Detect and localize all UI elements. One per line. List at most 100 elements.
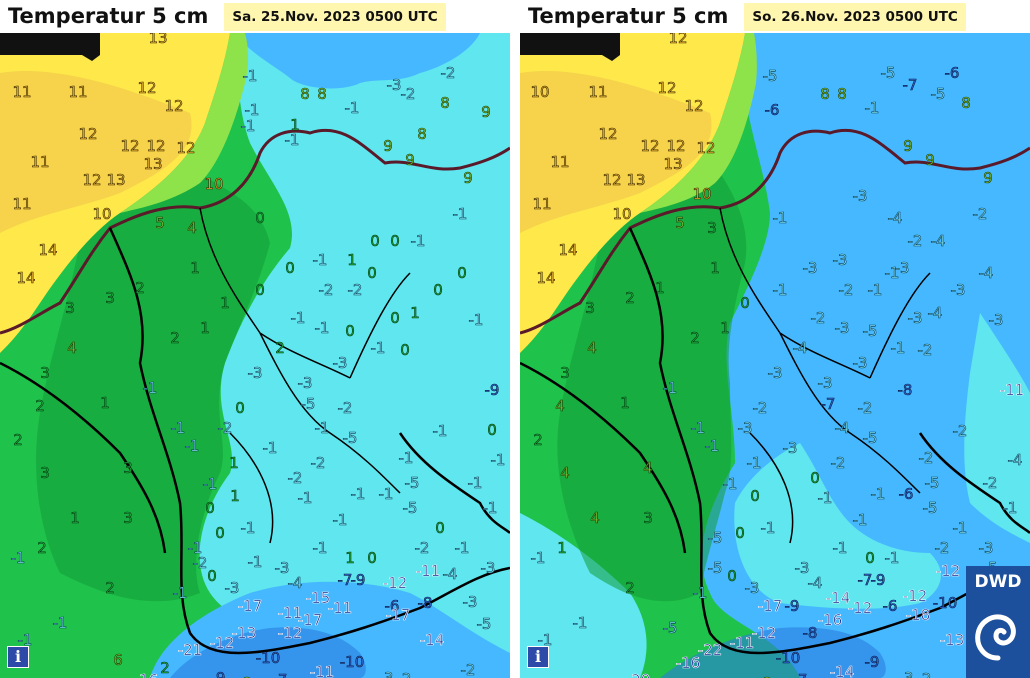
temperature-map[interactable]: 12 10 11 12 12 12 12 12 11 13 12 12 13 11 10 10 14 14 5 3 3 2…: [520, 33, 1030, 678]
temperature-value: 11: [30, 153, 49, 171]
temperature-value: -17: [298, 611, 323, 629]
temperature-value: -17: [758, 597, 783, 615]
temperature-value: -5: [708, 559, 723, 577]
temperature-value: -2: [831, 454, 846, 472]
cold-zone-cyan-east: [964, 313, 1030, 543]
info-icon[interactable]: i: [7, 646, 29, 668]
temperature-value: 13: [626, 171, 645, 189]
temperature-value: -2: [461, 661, 476, 678]
temperature-value: -1: [773, 281, 788, 299]
temperature-value: 3: [123, 509, 133, 527]
temperature-value: -1: [171, 419, 186, 437]
temperature-value: -1: [185, 437, 200, 455]
temperature-value: 11: [68, 83, 87, 101]
temperature-value: 13: [663, 155, 682, 173]
temperature-value: -10: [256, 649, 281, 667]
temperature-value: -1: [693, 584, 708, 602]
temperature-value: -2: [401, 85, 416, 103]
temperature-value: -1: [531, 549, 546, 567]
temperature-value: -2: [811, 309, 826, 327]
temperature-value: -1: [953, 519, 968, 537]
temperature-value: -5: [403, 499, 418, 517]
warm-zone-core: [520, 71, 712, 233]
temperature-value: 12: [82, 171, 101, 189]
temperature-value: 11: [12, 195, 31, 213]
temperature-value: 0: [727, 567, 737, 585]
temperature-value: 12: [657, 79, 676, 97]
temperature-value: -1: [245, 101, 260, 119]
temperature-value: -3: [298, 374, 313, 392]
dwd-logo[interactable]: DWD: [966, 566, 1030, 678]
temperature-value: -10: [933, 594, 958, 612]
temperature-value: -3: [908, 309, 923, 327]
temperature-value: 1: [345, 549, 355, 567]
temperature-value: -1: [433, 422, 448, 440]
temperature-value: 0: [400, 341, 410, 359]
temperature-value: -1: [248, 553, 263, 571]
temperature-value: -2: [935, 539, 950, 557]
temperature-value: 0: [487, 421, 497, 439]
temperature-value: -1: [538, 631, 553, 649]
temperature-value: -1: [818, 489, 833, 507]
temperature-value: -3: [979, 539, 994, 557]
temperature-value: -2: [918, 341, 933, 359]
temperature-value: -14: [830, 663, 855, 678]
temperature-value: 2: [37, 539, 47, 557]
temperature-value: 13: [106, 171, 125, 189]
temperature-value: 9: [983, 169, 993, 187]
temperature-value: -3: [899, 669, 914, 678]
temperature-value: 3: [560, 364, 570, 382]
temperature-value: 0: [235, 399, 245, 417]
temperature-map[interactable]: 13 11 11 12 12 12 12 12 11 13 12 12 13 11 10 10 14 14 5 4 3 3…: [0, 33, 510, 678]
cold-zone-cyan: [199, 33, 510, 678]
temperature-value: -3: [795, 559, 810, 577]
cold-zone-cyan: [734, 443, 941, 609]
temperature-value: 8: [837, 85, 847, 103]
temperature-value: -3: [853, 187, 868, 205]
temperature-value: -3: [853, 354, 868, 372]
temperature-value: -1: [411, 232, 426, 250]
temperature-value: -3: [738, 419, 753, 437]
temperature-value: -1: [188, 539, 203, 557]
temperature-value: -15: [306, 589, 331, 607]
temperature-value: 9: [383, 137, 393, 155]
temperature-value: -7: [273, 671, 288, 678]
info-icon[interactable]: i: [527, 646, 549, 668]
temperature-value: -1: [399, 449, 414, 467]
temperature-value: -4: [443, 565, 458, 583]
temperature-value: -2: [973, 205, 988, 223]
temperature-value: -2: [288, 469, 303, 487]
temperature-value: -4: [835, 419, 850, 437]
temperature-value: -7: [858, 571, 873, 589]
coastline: [520, 128, 1030, 335]
map-panel-right: Temperatur 5 cm So. 26.Nov. 2023 0500 UT…: [520, 0, 1030, 678]
temperature-value: 12: [164, 97, 183, 115]
temperature-value: 9: [463, 169, 473, 187]
forecast-date: Sa. 25.Nov. 2023 0500 UTC: [224, 2, 446, 31]
temperature-value: 10: [692, 185, 711, 203]
temperature-value: -16: [134, 671, 159, 678]
temperature-value: -3: [225, 579, 240, 597]
temperature-value: -14: [420, 631, 445, 649]
temperature-value: 10: [204, 175, 223, 193]
temperature-value: 14: [558, 241, 577, 259]
temperature-value: 8: [440, 94, 450, 112]
temperature-value: -2: [919, 449, 934, 467]
warm-zone-core: [0, 71, 192, 233]
temperature-value: 2: [625, 289, 635, 307]
temperature-value: -7: [793, 671, 808, 678]
temperature-value: -6: [883, 597, 898, 615]
temperature-value: -3: [248, 364, 263, 382]
temperature-value: -3: [989, 311, 1004, 329]
temperature-value: 9: [903, 137, 913, 155]
temperature-value: -17: [386, 606, 411, 624]
temperature-value: -1: [313, 251, 328, 269]
temperature-value: 12: [668, 33, 687, 47]
temperature-value: 1: [100, 394, 110, 412]
temperature-value: 0: [390, 309, 400, 327]
temperature-value: -20: [626, 671, 651, 678]
temperature-value: -21: [178, 641, 203, 659]
temperature-value: -5: [923, 499, 938, 517]
temperature-value: -7: [338, 571, 353, 589]
temperature-value: 6: [241, 674, 251, 678]
